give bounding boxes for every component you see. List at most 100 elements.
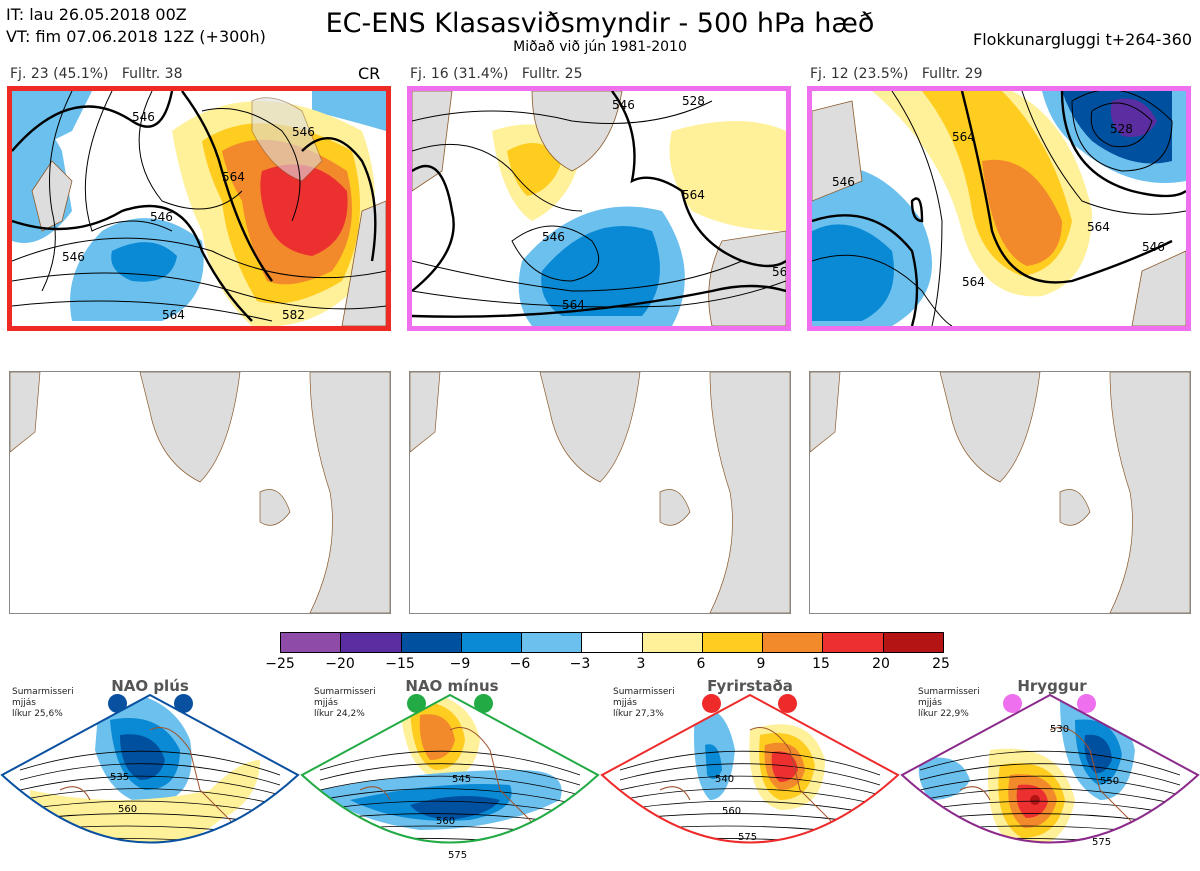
colorbar-swatch — [400, 633, 461, 652]
contour-label: 564 — [1087, 220, 1110, 234]
anomaly-positive — [507, 143, 562, 196]
anomaly-negative — [541, 226, 660, 316]
colorbar-tick: 20 — [872, 656, 890, 672]
anomaly-negative — [12, 91, 92, 151]
regime-dot — [1077, 694, 1096, 713]
contour-label: 564 — [162, 308, 185, 322]
colorbar-swatch — [641, 633, 702, 652]
colorbar-swatch — [701, 633, 763, 652]
cluster-map-1: 546 564 546 546 564 546 582 — [7, 86, 391, 331]
cluster-map-2: 528 546 546 564 564 564 — [407, 86, 791, 331]
colorbar-tick: 3 — [636, 656, 646, 672]
regime-note: Sumarmisseri mjjás líkur 25,6% — [12, 687, 74, 719]
anomaly-positive — [260, 164, 348, 256]
basemap-2 — [409, 371, 791, 614]
land-canada — [812, 100, 863, 202]
regime-map-nao-minus: 545 560 575 — [300, 693, 600, 861]
colorbar-swatch — [581, 633, 642, 652]
contour-label: 540 — [715, 774, 734, 785]
contour-label: 546 — [62, 250, 85, 264]
contour-label: 564 — [772, 265, 786, 279]
contour-label: 575 — [738, 832, 757, 843]
contour-label: 560 — [436, 816, 455, 827]
regime-dot — [702, 694, 721, 713]
regime-map-nao-plus: 535 560 — [0, 693, 300, 844]
anomaly-negative — [1110, 98, 1157, 137]
contour-label: 564 — [222, 170, 245, 184]
classification-window: Flokkunargluggi t+264-360 — [973, 30, 1192, 49]
contour-label: 528 — [1110, 122, 1133, 136]
land-europe — [1131, 250, 1186, 326]
anomaly-negative — [812, 224, 894, 321]
contour-label: 530 — [1050, 724, 1069, 735]
panel-3-label: Fj. 12 (23.5%) Fulltr. 29 — [810, 66, 983, 82]
regime-title-blocking: Fyrirstaða — [707, 677, 793, 695]
contour-label: 546 — [612, 98, 635, 112]
colorbar-swatch — [822, 633, 883, 652]
anomaly-negative — [312, 91, 386, 131]
valid-time: VT: fim 07.06.2018 12Z (+300h) — [6, 27, 266, 46]
contour-label: 546 — [542, 230, 565, 244]
contour-label: 575 — [448, 850, 467, 861]
regime-title-nao-minus: NAO mínus — [405, 677, 499, 695]
panel-1-tag: CR — [358, 64, 381, 83]
contour-label: 535 — [110, 772, 129, 783]
contour-label: 550 — [1100, 776, 1119, 787]
contour-label: 528 — [682, 94, 705, 108]
contour-label: 564 — [562, 298, 585, 312]
land-greenland — [31, 160, 73, 232]
colorbar-swatch — [521, 633, 582, 652]
contour-label: 560 — [118, 804, 137, 815]
panel-2-label: Fj. 16 (31.4%) Fulltr. 25 — [410, 66, 583, 82]
anomaly-negative — [111, 242, 177, 282]
land-greenland — [531, 91, 623, 172]
contour-label: 546 — [292, 125, 315, 139]
colorbar-tick: 15 — [812, 656, 830, 672]
regime-dot — [407, 694, 426, 713]
regime-dot — [778, 694, 797, 713]
colorbar-tick: −3 — [569, 656, 591, 672]
basemap-3 — [809, 371, 1191, 614]
contour-label: 564 — [962, 275, 985, 289]
contour-label: 560 — [722, 806, 741, 817]
colorbar-tick: 9 — [756, 656, 766, 672]
regime-title-ridge: Hryggur — [1017, 677, 1087, 695]
regime-map-ridge: 530 550 575 — [900, 693, 1200, 848]
colorbar-tick: −15 — [385, 656, 415, 672]
colorbar-swatch — [460, 633, 522, 652]
anomaly-positive — [669, 121, 786, 231]
regime-dot — [174, 694, 193, 713]
initial-time: IT: lau 26.05.2018 00Z — [6, 5, 187, 24]
colorbar-tick: 25 — [932, 656, 950, 672]
colorbar — [280, 632, 944, 653]
contour-label: 564 — [952, 130, 975, 144]
contour-label: 582 — [282, 308, 305, 322]
regime-note: Sumarmisseri mjjás líkur 27,3% — [613, 687, 675, 719]
colorbar-swatch — [281, 633, 341, 652]
colorbar-tick: −25 — [265, 656, 295, 672]
land-scandinavia — [251, 97, 323, 182]
colorbar-tick: −20 — [325, 656, 355, 672]
regime-dot — [1003, 694, 1022, 713]
contour-label: 564 — [682, 188, 705, 202]
contour-label: 575 — [1092, 837, 1111, 848]
anomaly-positive — [982, 159, 1062, 266]
panel-1-label: Fj. 23 (45.1%) Fulltr. 38 — [10, 66, 183, 82]
colorbar-tick: −6 — [509, 656, 531, 672]
colorbar-tick: 6 — [696, 656, 706, 672]
colorbar-swatch — [882, 633, 943, 652]
regime-title-nao-plus: NAO plús — [111, 677, 189, 695]
regime-dot — [474, 694, 493, 713]
cluster-map-3: 528 546 564 564 564 546 — [807, 86, 1191, 331]
header-times: IT: lau 26.05.2018 00Z VT: fim 07.06.201… — [6, 4, 266, 48]
contour-label: 546 — [1142, 240, 1165, 254]
contour-label: 546 — [832, 175, 855, 189]
page-subtitle: Miðað við jún 1981-2010 — [513, 39, 687, 55]
regime-map-blocking: 540 560 575 — [600, 693, 900, 844]
colorbar-tick: −9 — [449, 656, 471, 672]
colorbar-swatch — [762, 633, 823, 652]
regime-dot — [108, 694, 127, 713]
regime-note: Sumarmisseri mjjás líkur 24,2% — [314, 687, 376, 719]
regime-note: Sumarmisseri mjjás líkur 22,9% — [918, 687, 980, 719]
basemap-1 — [9, 371, 391, 614]
